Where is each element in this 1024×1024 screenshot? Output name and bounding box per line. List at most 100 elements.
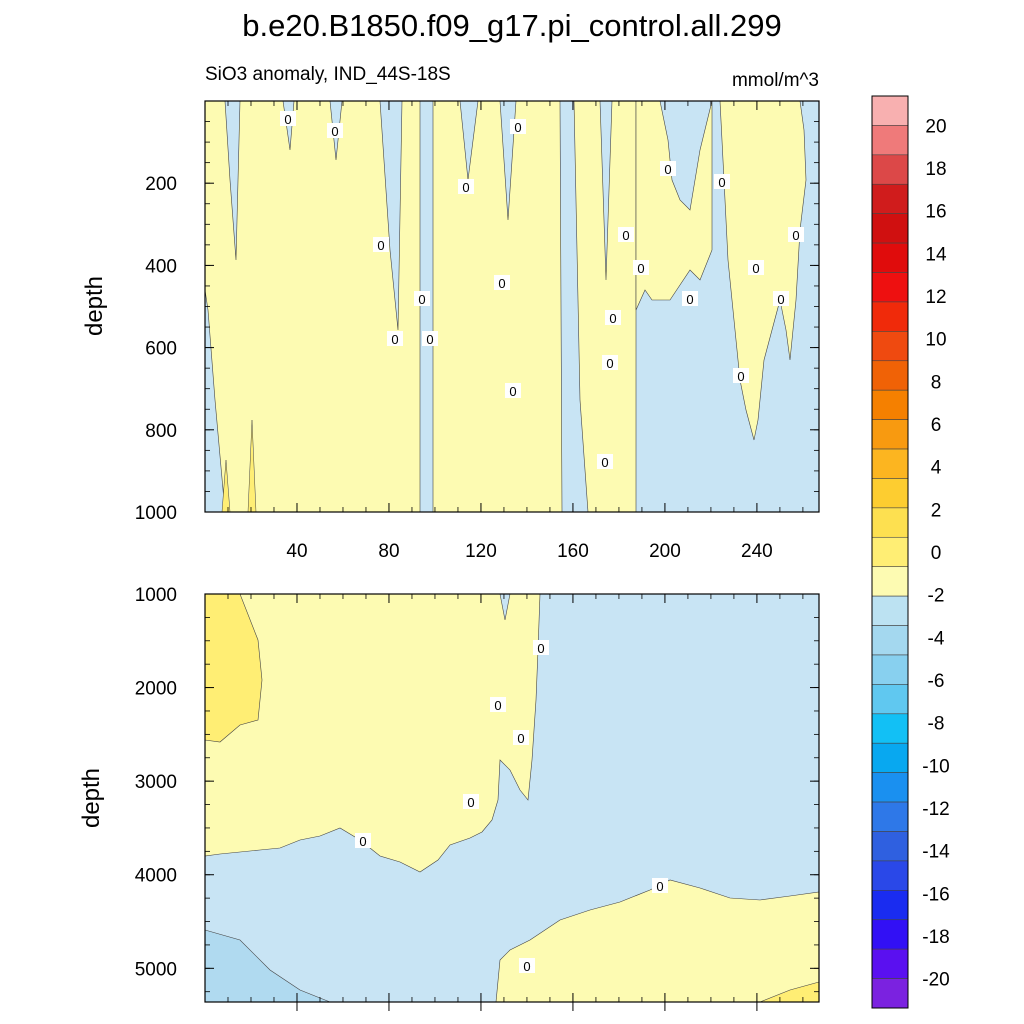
chart-subtitle: SiO3 anomaly, IND_44S-18S	[205, 64, 451, 85]
contour-label: 0	[426, 332, 433, 347]
y-tick-label: 400	[145, 256, 177, 277]
contour-label: 0	[467, 795, 474, 810]
x-tick-label: 160	[557, 541, 589, 562]
contour-label-box	[748, 260, 764, 275]
contour-label-box	[510, 119, 526, 134]
contour-label-box	[519, 958, 535, 973]
colorbar-label: 10	[925, 330, 946, 351]
colorbar-label: 6	[931, 415, 942, 436]
contour-label-box	[605, 310, 621, 325]
contour-label-box	[373, 237, 389, 252]
colorbar-swatch	[871, 95, 909, 126]
contour-label-box	[327, 123, 343, 138]
contour-label-box	[355, 833, 371, 848]
contour-label: 0	[637, 261, 644, 276]
colorbar-label: -16	[922, 884, 949, 905]
upper-y-axis: 200 400 600 800 1000	[135, 100, 819, 524]
colorbar-frame	[871, 95, 909, 1009]
colorbar-swatch	[871, 213, 909, 244]
contour-label-box	[387, 331, 403, 346]
contour-label-box	[633, 260, 649, 275]
colorbar-label: -12	[922, 799, 949, 820]
contour-label: 0	[737, 369, 744, 384]
colorbar-label: 20	[925, 116, 946, 137]
contour-label-box	[597, 454, 613, 469]
colorbar-label: -2	[928, 586, 945, 607]
colorbar-swatch	[871, 831, 909, 862]
colorbar-label: 0	[931, 543, 942, 564]
colorbar-label: -6	[928, 671, 945, 692]
y-tick-label: 2000	[135, 679, 177, 700]
contour-label: 0	[498, 276, 505, 291]
colorbar-label: -10	[922, 756, 949, 777]
colorbar-swatch	[871, 419, 909, 450]
upper-y-axis-label: depth	[81, 276, 108, 336]
colorbar: 20181614121086420-2-4-6-8-10-12-14-16-18…	[871, 95, 950, 1009]
colorbar-swatch	[871, 183, 909, 214]
contour-label: 0	[609, 311, 616, 326]
contour-label: 0	[606, 356, 613, 371]
colorbar-swatch	[871, 389, 909, 420]
contour-label-box	[458, 179, 474, 194]
contour-label: 0	[509, 384, 516, 399]
contour-label-box	[733, 368, 749, 383]
upper-x-axis: 40 80 120 160 200 240	[227, 101, 804, 562]
contour-label: 0	[664, 162, 671, 177]
contour-label-box	[714, 174, 730, 189]
colorbar-swatch	[871, 448, 909, 479]
x-tick-label: 80	[378, 541, 399, 562]
colorbar-swatch	[871, 625, 909, 656]
colorbar-swatch	[871, 684, 909, 715]
chart-title: b.e20.B1850.f09_g17.pi_control.all.299	[242, 8, 782, 43]
contour-label: 0	[601, 455, 608, 470]
contour-label-box	[513, 730, 529, 745]
colorbar-swatch	[871, 772, 909, 803]
upper-positive-region-b	[432, 100, 563, 513]
lower-y-axis-label: depth	[78, 768, 105, 828]
contour-label: 0	[284, 112, 291, 127]
colorbar-swatch	[871, 566, 909, 597]
contour-label: 0	[391, 332, 398, 347]
lower-y-axis: 1000 2000 3000 4000 5000	[135, 585, 819, 993]
contour-label: 0	[686, 292, 693, 307]
colorbar-label: 16	[925, 202, 946, 223]
contour-label: 0	[523, 959, 530, 974]
colorbar-label: 18	[925, 159, 946, 180]
x-tick-label: 240	[741, 541, 773, 562]
contour-label-box	[618, 227, 634, 242]
contour-label: 0	[462, 180, 469, 195]
colorbar-label: 12	[925, 287, 946, 308]
colorbar-swatch	[871, 713, 909, 744]
colorbar-swatch	[871, 536, 909, 568]
colorbar-swatch	[871, 301, 909, 332]
x-tick-label: 200	[649, 541, 681, 562]
contour-label-box	[494, 275, 510, 290]
upper-positive-region-d	[635, 100, 713, 311]
colorbar-swatch	[871, 125, 909, 156]
colorbar-swatch	[871, 331, 909, 362]
contour-label-box	[788, 227, 804, 242]
contour-label-box	[682, 291, 698, 306]
contour-label-box	[414, 291, 430, 306]
contour-label: 0	[517, 731, 524, 746]
contour-label: 0	[418, 292, 425, 307]
contour-label: 0	[656, 879, 663, 894]
contour-label-box	[463, 794, 479, 809]
contour-label: 0	[359, 834, 366, 849]
y-tick-label: 5000	[135, 959, 177, 980]
y-tick-label: 800	[145, 421, 177, 442]
colorbar-label: -4	[928, 628, 945, 649]
colorbar-label: -20	[922, 970, 949, 991]
contour-label: 0	[537, 641, 544, 656]
x-tick-label: 40	[286, 541, 307, 562]
contour-label-box	[505, 383, 521, 398]
colorbar-swatch	[871, 272, 909, 303]
colorbar-label: 2	[931, 500, 942, 521]
contour-label: 0	[514, 120, 521, 135]
contour-label: 0	[622, 228, 629, 243]
contour-label-box	[773, 291, 789, 306]
lower-panel: 1000 2000 3000 4000 5000 0 0 0 0 0 0 0	[135, 585, 820, 1011]
colorbar-label: 4	[931, 458, 942, 479]
lower-positive-core	[204, 593, 263, 743]
colorbar-swatch	[871, 478, 909, 509]
